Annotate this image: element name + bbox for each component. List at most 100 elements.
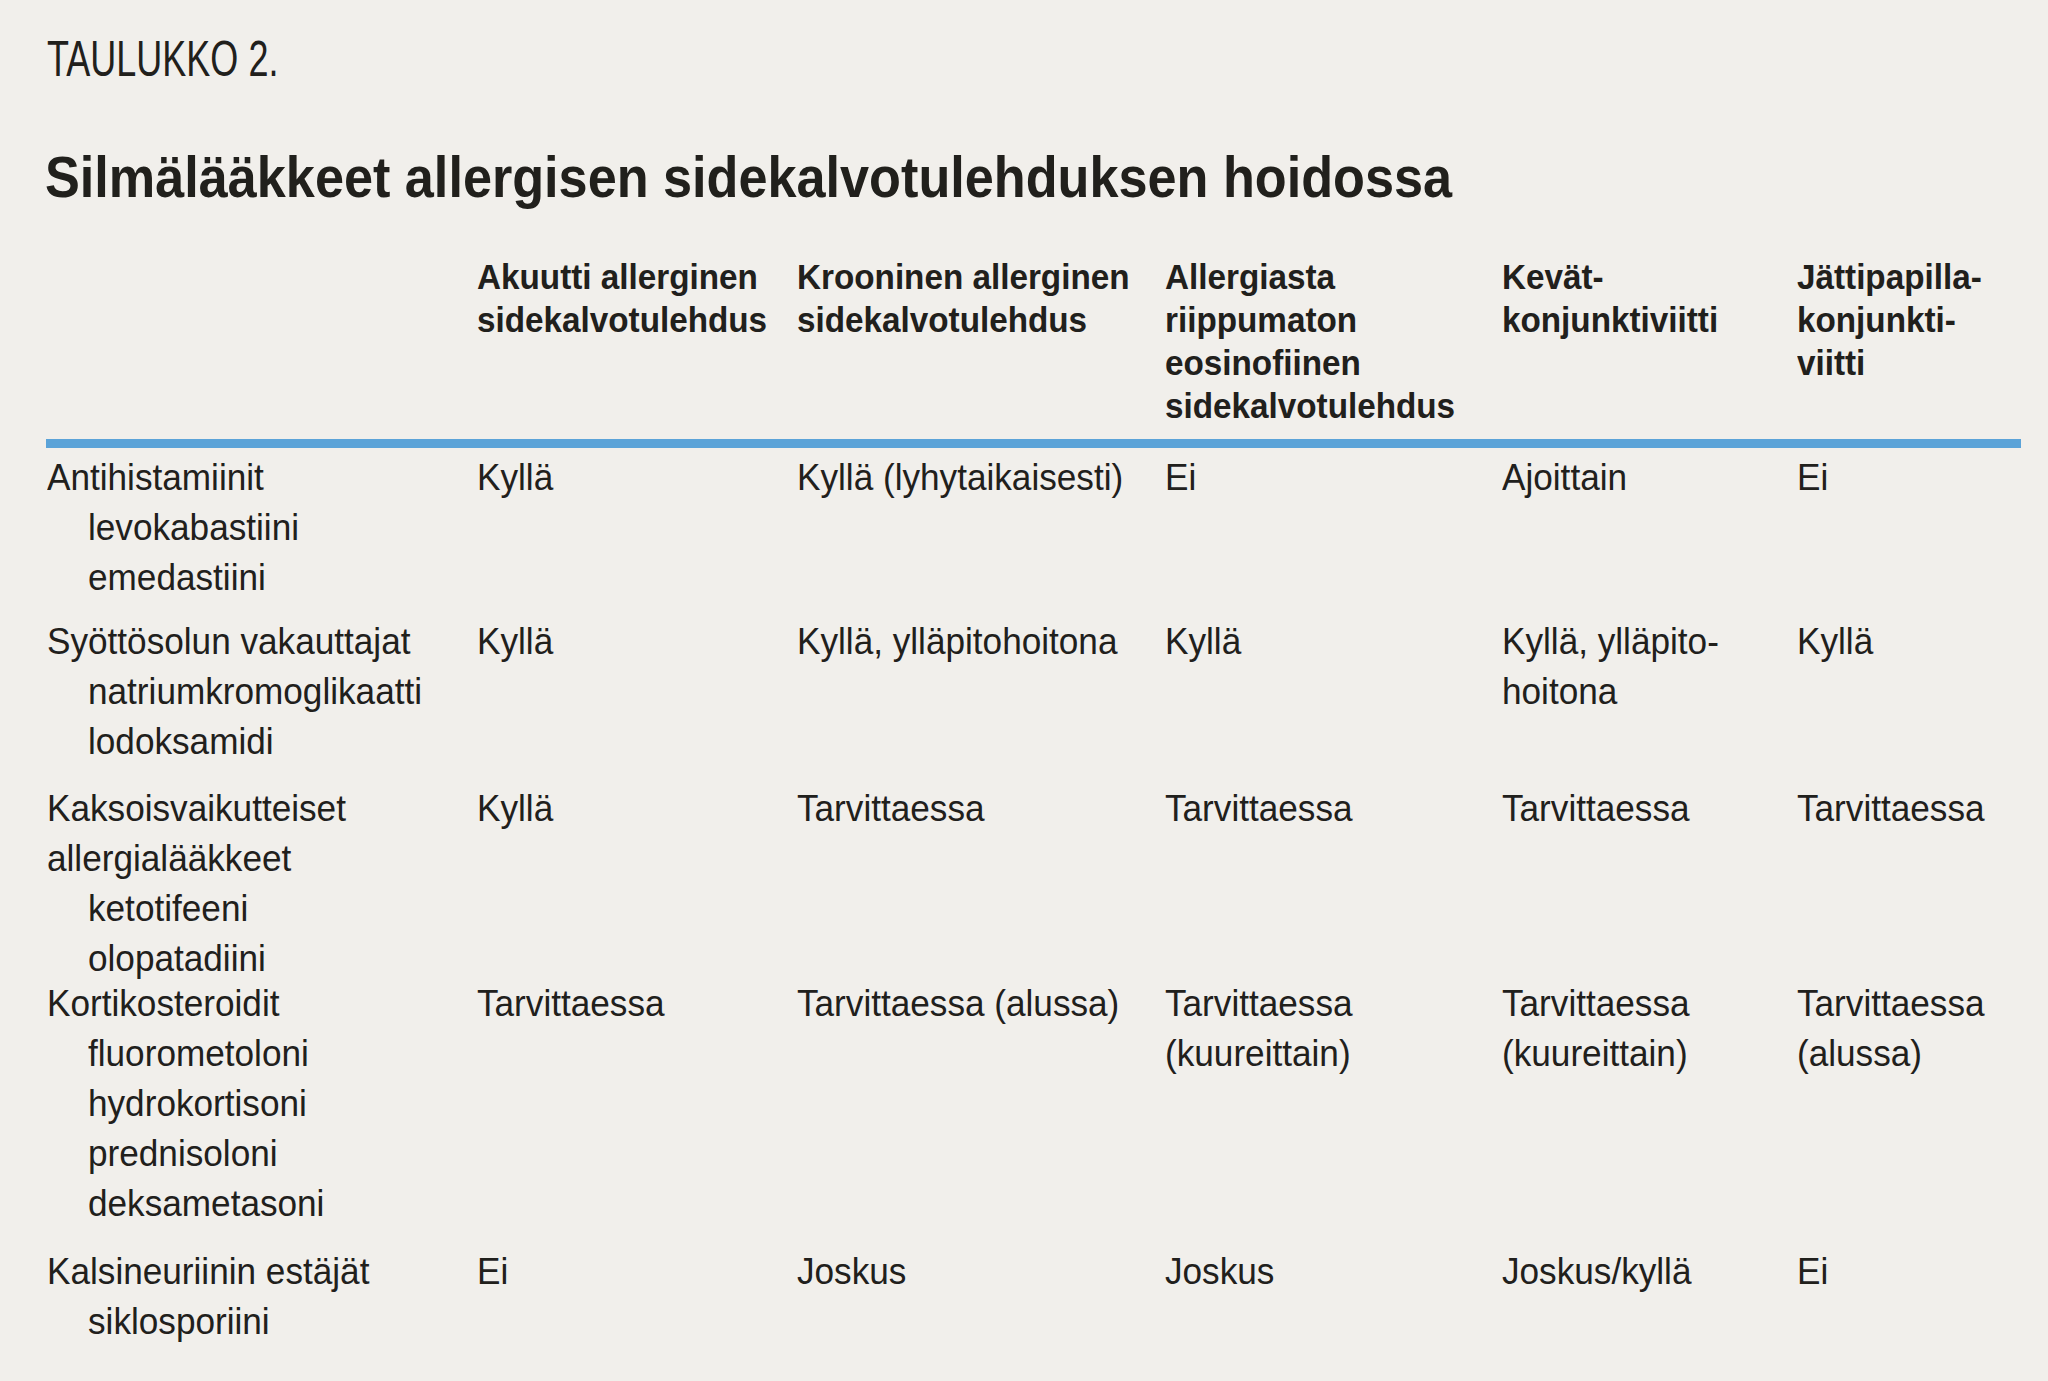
text-line: Allergiasta bbox=[1165, 255, 1502, 298]
text-line: natriumkromoglikaatti bbox=[47, 667, 477, 717]
table-cell: Tarvittaessa (alussa) bbox=[797, 979, 1165, 1229]
table-cell: Kyllä, ylläpitohoitona bbox=[797, 617, 1165, 767]
text-line: eosinofiinen bbox=[1165, 341, 1502, 384]
text-line: Kevät- bbox=[1502, 255, 1797, 298]
text-line: Tarvittaessa bbox=[797, 784, 1165, 834]
text-line: siklosporiini bbox=[47, 1297, 477, 1347]
header-cell-5: Jättipapilla-konjunkti-viitti bbox=[1797, 255, 2021, 427]
table-cell: Tarvittaessa(alussa) bbox=[1797, 979, 2021, 1229]
table-cell: Tarvittaessa bbox=[1165, 784, 1502, 984]
text-line: Kortikosteroidit bbox=[47, 979, 477, 1029]
table-cell: Tarvittaessa(kuureittain) bbox=[1502, 979, 1797, 1229]
text-line: Kyllä bbox=[477, 617, 797, 667]
text-line: Joskus/kyllä bbox=[1502, 1247, 1797, 1297]
text-line: Syöttösolun vakauttajat bbox=[47, 617, 477, 667]
text-line: Tarvittaessa bbox=[1502, 784, 1797, 834]
table-cell: Ei bbox=[1797, 453, 2021, 603]
text-line: prednisoloni bbox=[47, 1129, 477, 1179]
table-number-label: TAULUKKO 2. bbox=[47, 34, 368, 84]
header-cell-2: Krooninen allerginensidekalvotulehdus bbox=[797, 255, 1165, 427]
text-line: Krooninen allerginen bbox=[797, 255, 1165, 298]
table-row: Kortikosteroiditfluorometolonihydrokorti… bbox=[47, 979, 2021, 1229]
text-line: sidekalvotulehdus bbox=[797, 298, 1165, 341]
table-cell: Joskus bbox=[797, 1247, 1165, 1347]
table-cell: Tarvittaessa(kuureittain) bbox=[1165, 979, 1502, 1229]
text-line: Ei bbox=[1165, 453, 1502, 503]
text-line: (kuureittain) bbox=[1502, 1029, 1797, 1079]
text-line: Ei bbox=[1797, 1247, 2021, 1297]
row-label-cell: Kortikosteroiditfluorometolonihydrokorti… bbox=[47, 979, 477, 1229]
table-cell: Ajoittain bbox=[1502, 453, 1797, 603]
text-line: Joskus bbox=[1165, 1247, 1502, 1297]
table-row: Kaksoisvaikutteisetallergialääkkeetketot… bbox=[47, 784, 2021, 984]
text-line: konjunktiviitti bbox=[1502, 298, 1797, 341]
table-cell: Kyllä bbox=[477, 617, 797, 767]
text-line: Kyllä bbox=[1165, 617, 1502, 667]
row-label-cell: Kalsineuriinin estäjätsiklosporiini bbox=[47, 1247, 477, 1347]
text-line: Kyllä bbox=[477, 784, 797, 834]
text-line: Kalsineuriinin estäjät bbox=[47, 1247, 477, 1297]
text-line: Akuutti allerginen bbox=[477, 255, 797, 298]
text-line: (kuureittain) bbox=[1165, 1029, 1502, 1079]
text-line: Tarvittaessa bbox=[1797, 784, 2021, 834]
text-line: sidekalvotulehdus bbox=[1165, 384, 1502, 427]
text-line: fluorometoloni bbox=[47, 1029, 477, 1079]
page: { "page": { "label": "TAULUKKO 2.", "tit… bbox=[0, 0, 2048, 1381]
text-line: riippumaton bbox=[1165, 298, 1502, 341]
text-line: hydrokortisoni bbox=[47, 1079, 477, 1129]
table-cell: Tarvittaessa bbox=[1797, 784, 2021, 984]
header-cell-1: Akuutti allerginensidekalvotulehdus bbox=[477, 255, 797, 427]
table-cell: Kyllä bbox=[477, 784, 797, 984]
text-line: ketotifeeni bbox=[47, 884, 477, 934]
header-cell-3: Allergiastariippumatoneosinofiinensideka… bbox=[1165, 255, 1502, 427]
text-line: Antihistamiinit bbox=[47, 453, 477, 503]
table-row: Syöttösolun vakauttajatnatriumkromoglika… bbox=[47, 617, 2021, 767]
text-line: Kaksoisvaikutteiset bbox=[47, 784, 477, 834]
table-cell: Ei bbox=[1797, 1247, 2021, 1347]
table-cell: Joskus/kyllä bbox=[1502, 1247, 1797, 1347]
table-row: Antihistamiinitlevokabastiiniemedastiini… bbox=[47, 453, 2021, 603]
text-line: Tarvittaessa bbox=[1797, 979, 2021, 1029]
text-line: hoitona bbox=[1502, 667, 1797, 717]
text-line: Tarvittaessa bbox=[1165, 979, 1502, 1029]
header-divider-line bbox=[46, 439, 2021, 448]
table-cell: Tarvittaessa bbox=[477, 979, 797, 1229]
text-line: Ajoittain bbox=[1502, 453, 1797, 503]
text-line: levokabastiini bbox=[47, 503, 477, 553]
text-line: Joskus bbox=[797, 1247, 1165, 1297]
text-line: Ei bbox=[477, 1247, 797, 1297]
text-line: Tarvittaessa bbox=[477, 979, 797, 1029]
table-cell: Tarvittaessa bbox=[797, 784, 1165, 984]
text-line: (alussa) bbox=[1797, 1029, 2021, 1079]
text-line: deksametasoni bbox=[47, 1179, 477, 1229]
text-line: Kyllä, ylläpito- bbox=[1502, 617, 1797, 667]
text-line: sidekalvotulehdus bbox=[477, 298, 797, 341]
text-line: Tarvittaessa bbox=[1165, 784, 1502, 834]
text-line: Kyllä, ylläpitohoitona bbox=[797, 617, 1165, 667]
text-line: Kyllä bbox=[1797, 617, 2021, 667]
header-cell-4: Kevät-konjunktiviitti bbox=[1502, 255, 1797, 427]
text-line: viitti bbox=[1797, 341, 2021, 384]
header-empty-cell bbox=[47, 255, 477, 427]
text-line: emedastiini bbox=[47, 553, 477, 603]
text-line: lodoksamidi bbox=[47, 717, 477, 767]
table-cell: Joskus bbox=[1165, 1247, 1502, 1347]
text-line: Kyllä (lyhytaikaisesti) bbox=[797, 453, 1165, 503]
table-cell: Kyllä bbox=[477, 453, 797, 603]
text-line: konjunkti- bbox=[1797, 298, 2021, 341]
table-row: Kalsineuriinin estäjätsiklosporiiniEiJos… bbox=[47, 1247, 2021, 1347]
text-line: Ei bbox=[1797, 453, 2021, 503]
table-cell: Tarvittaessa bbox=[1502, 784, 1797, 984]
text-line: Kyllä bbox=[477, 453, 797, 503]
table-cell: Ei bbox=[477, 1247, 797, 1347]
table-cell: Kyllä bbox=[1165, 617, 1502, 767]
table-cell: Kyllä (lyhytaikaisesti) bbox=[797, 453, 1165, 603]
table-cell: Kyllä bbox=[1797, 617, 2021, 767]
table-cell: Ei bbox=[1165, 453, 1502, 603]
text-line: olopatadiini bbox=[47, 934, 477, 984]
row-label-cell: Kaksoisvaikutteisetallergialääkkeetketot… bbox=[47, 784, 477, 984]
text-line: Tarvittaessa bbox=[1502, 979, 1797, 1029]
text-line: Jättipapilla- bbox=[1797, 255, 2021, 298]
text-line: Tarvittaessa (alussa) bbox=[797, 979, 1165, 1029]
row-label-cell: Syöttösolun vakauttajatnatriumkromoglika… bbox=[47, 617, 477, 767]
